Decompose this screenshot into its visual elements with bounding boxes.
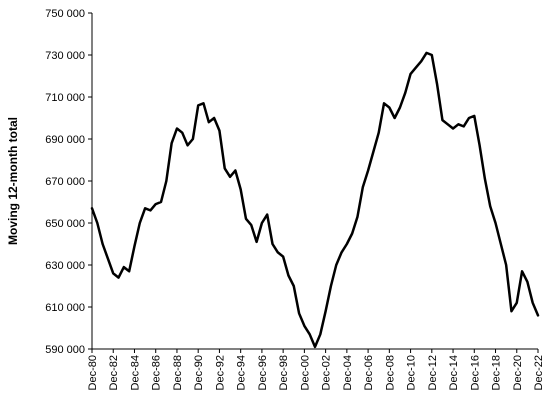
y-tick-label: 730 000 [45,50,85,62]
y-tick-label: 610 000 [45,302,85,314]
x-tick-label: Dec-94 [236,355,248,390]
x-tick-label: Dec-22 [533,355,545,390]
y-tick-label: 630 000 [45,260,85,272]
x-tick-label: Dec-88 [172,355,184,390]
x-tick-label: Dec-02 [321,355,333,390]
y-ticks: 590 000 610 000 630 000 650 000 670 000 690 0… [45,8,92,356]
x-tick-label: Dec-12 [427,355,439,390]
x-tick-label: Dec-00 [299,355,311,390]
x-tick-label: Dec-08 [384,355,396,390]
x-tick-label: Dec-06 [363,355,375,390]
x-tick-label: Dec-80 [87,355,99,390]
x-tick-label: Dec-84 [129,355,141,390]
series-line [90,51,540,349]
y-tick-label: 590 000 [45,344,85,356]
x-tick-label: Dec-18 [491,355,503,390]
x-tick-label: Dec-96 [257,355,269,390]
y-tick-label: 750 000 [45,8,85,20]
x-ticks: Dec-80 Dec-82 Dec-84 Dec-86 Dec-88 Dec-90 Dec-… [87,349,545,390]
x-tick-label: Dec-14 [448,355,460,390]
x-tick-label: Dec-92 [214,355,226,390]
x-tick-label: Dec-98 [278,355,290,390]
x-tick-label: Dec-20 [512,355,524,390]
y-axis: 590 000 610 000 630 000 650 000 670 000 690 0… [45,8,93,356]
x-tick-label: Dec-90 [193,355,205,390]
y-tick-label: 690 000 [45,134,85,146]
x-axis: Dec-80 Dec-82 Dec-84 Dec-86 Dec-88 Dec-90 Dec-… [87,348,545,390]
x-tick-label: Dec-10 [406,355,418,390]
y-tick-label: 670 000 [45,176,85,188]
x-tick-label: Dec-86 [151,355,163,390]
x-tick-label: Dec-16 [469,355,481,390]
y-tick-label: 710 000 [45,92,85,104]
x-tick-label: Dec-04 [342,355,354,390]
y-axis-title: Moving 12-month total [6,117,20,245]
y-tick-label: 650 000 [45,218,85,230]
x-tick-label: Dec-82 [108,355,120,390]
